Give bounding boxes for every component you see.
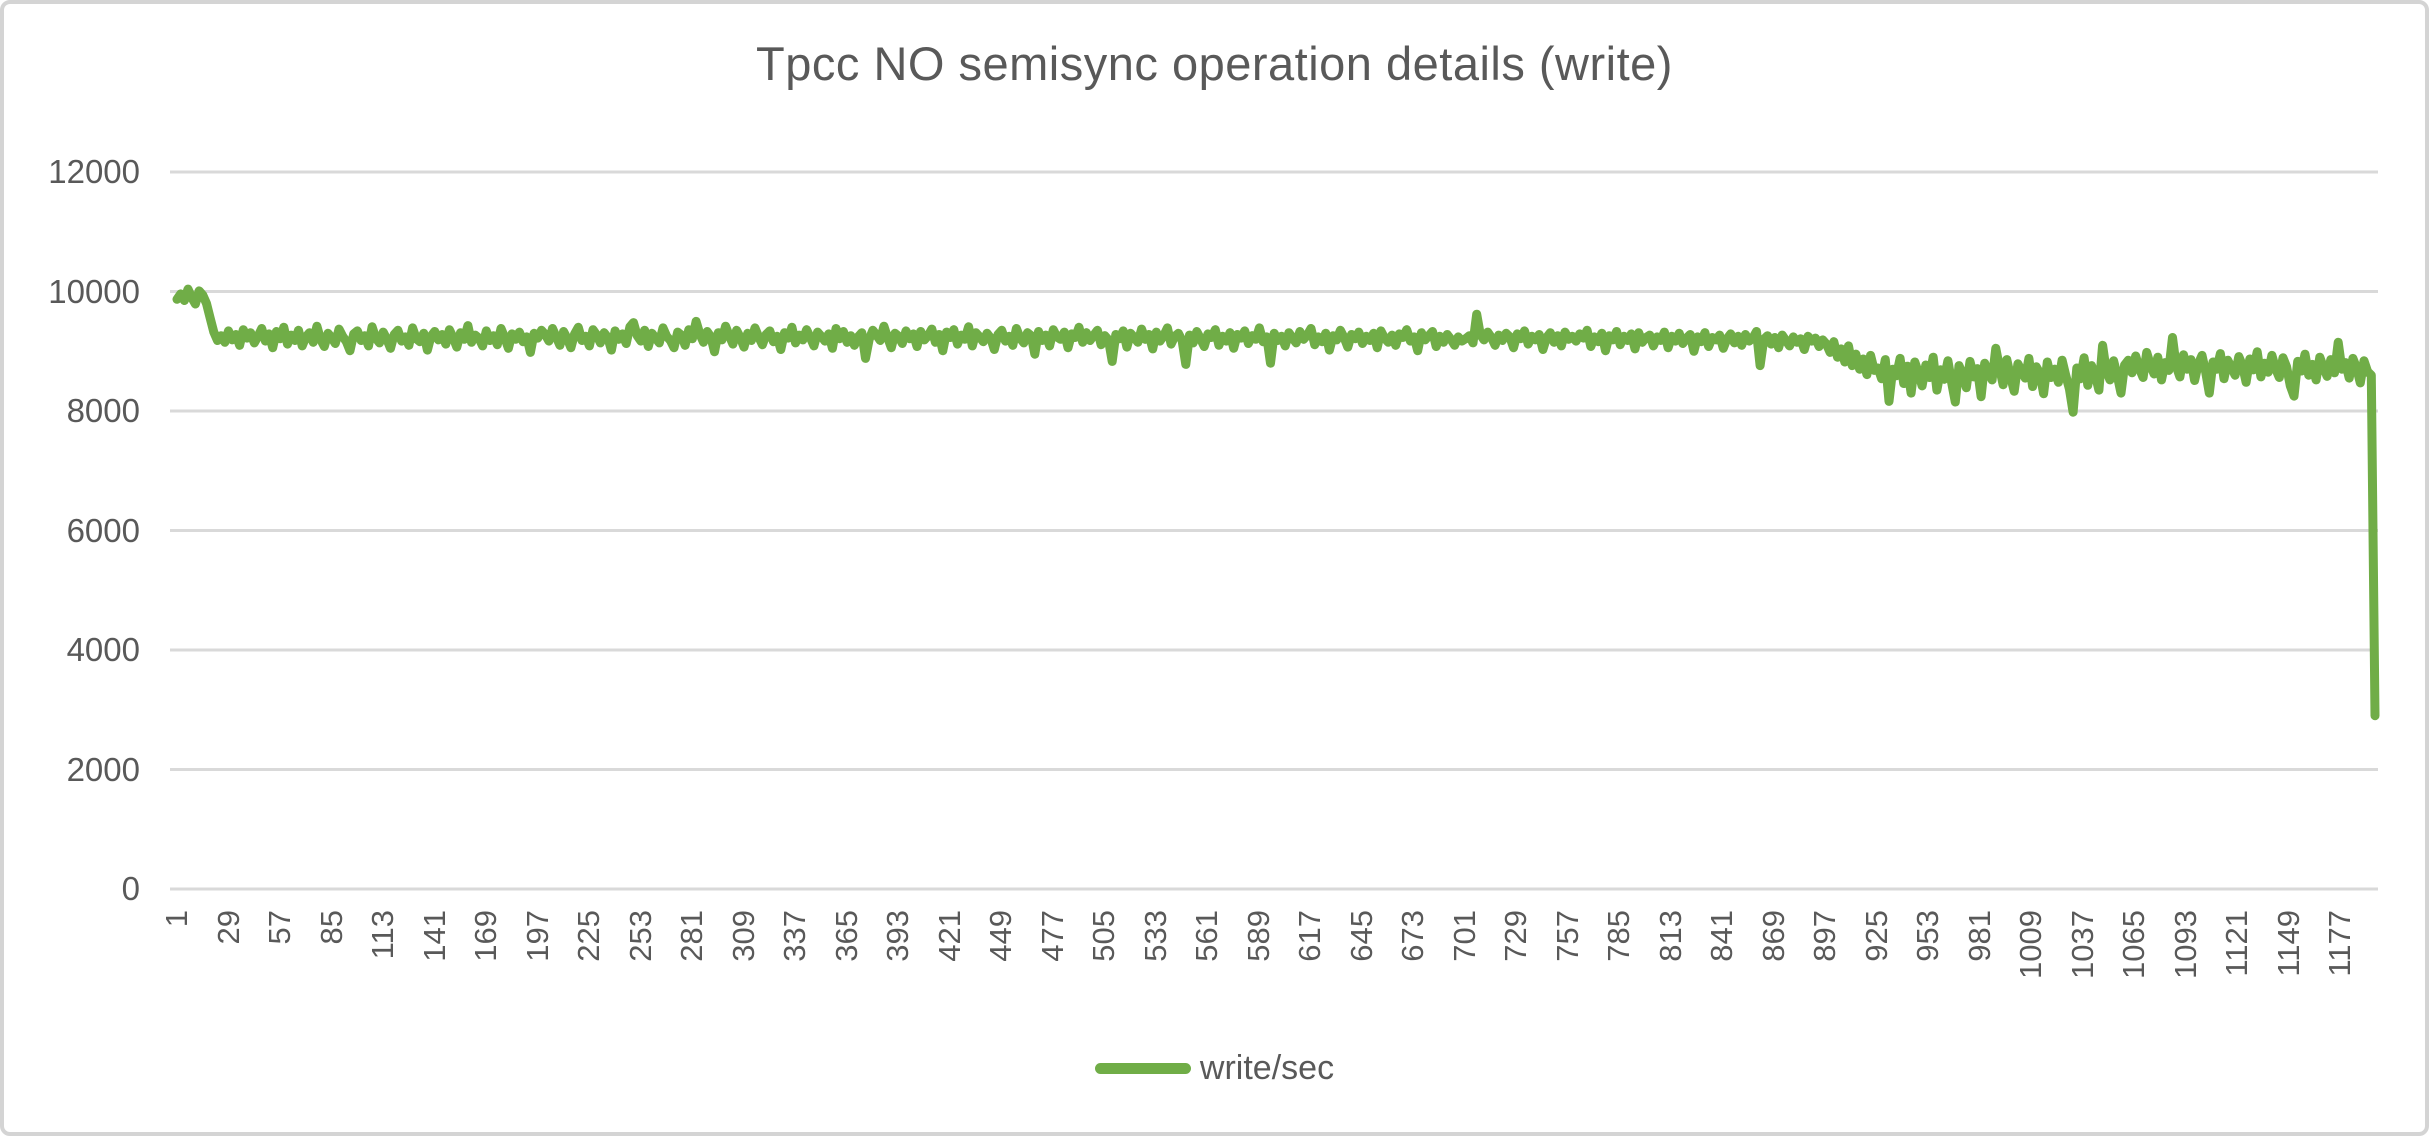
x-axis-label: 561 [1189,910,1225,962]
x-axis-label: 85 [313,910,349,945]
x-axis-label: 645 [1343,910,1379,962]
x-axis-label: 589 [1240,910,1276,962]
legend-line-swatch [1094,1062,1191,1074]
legend: write/sec [0,1046,2429,1090]
x-axis-label: 1121 [2219,910,2255,977]
x-axis-label: 981 [1961,910,1997,962]
x-axis-label: 505 [1086,910,1122,962]
x-axis-label: 1177 [2322,910,2358,977]
x-axis-label: 449 [983,910,1019,962]
y-axis-label: 10000 [48,272,140,310]
x-axis-label: 365 [828,910,864,962]
x-axis-label: 29 [210,910,246,945]
x-axis-label: 925 [1858,910,1894,962]
x-axis-label: 757 [1549,910,1585,962]
chart-title: Tpcc NO semisync operation details (writ… [756,37,1673,90]
y-axis-label: 6000 [66,511,140,549]
x-axis-label: 57 [262,910,297,945]
y-axis-label: 0 [121,870,140,907]
y-axis-label: 2000 [66,750,140,788]
x-axis-label: 729 [1498,910,1534,962]
x-axis-label: 1149 [2270,910,2306,977]
x-axis-label: 309 [725,910,761,962]
x-axis-label: 393 [880,910,916,962]
x-axis-label: 1 [159,910,194,928]
x-axis-label: 869 [1755,910,1791,962]
x-axis-label: 701 [1446,910,1482,962]
x-axis-label: 785 [1601,910,1637,962]
y-axis-label: 4000 [66,631,140,668]
x-axis-label: 141 [416,910,452,962]
x-axis-label: 897 [1807,910,1843,962]
x-axis-label: 673 [1395,910,1431,962]
x-axis-label: 169 [468,910,503,962]
x-axis-label: 1065 [2116,910,2152,979]
x-axis-label: 953 [1910,910,1946,962]
x-axis-label: 421 [931,910,967,962]
plot-area [170,170,2380,891]
x-axis-label: 281 [674,910,709,962]
x-axis-label: 113 [365,910,400,960]
x-axis-label: 1037 [2064,910,2100,979]
series-line [172,284,2380,721]
x-axis-label: 813 [1652,910,1688,962]
x-axis-label: 533 [1137,910,1173,962]
x-axis-label: 841 [1704,910,1740,962]
y-axis-label: 8000 [66,392,140,429]
x-axis-label: 1009 [2013,910,2049,979]
y-axis-label: 12000 [48,153,140,190]
x-axis-label: 1093 [2167,910,2203,979]
x-axis-label: 337 [777,910,812,962]
x-axis-label: 225 [571,910,606,962]
x-axis-label: 477 [1034,910,1070,962]
x-axis-label: 253 [622,910,658,962]
legend-label: write/sec [1199,1048,1335,1087]
x-axis-label: 197 [519,910,555,962]
x-axis-label: 617 [1292,910,1328,962]
